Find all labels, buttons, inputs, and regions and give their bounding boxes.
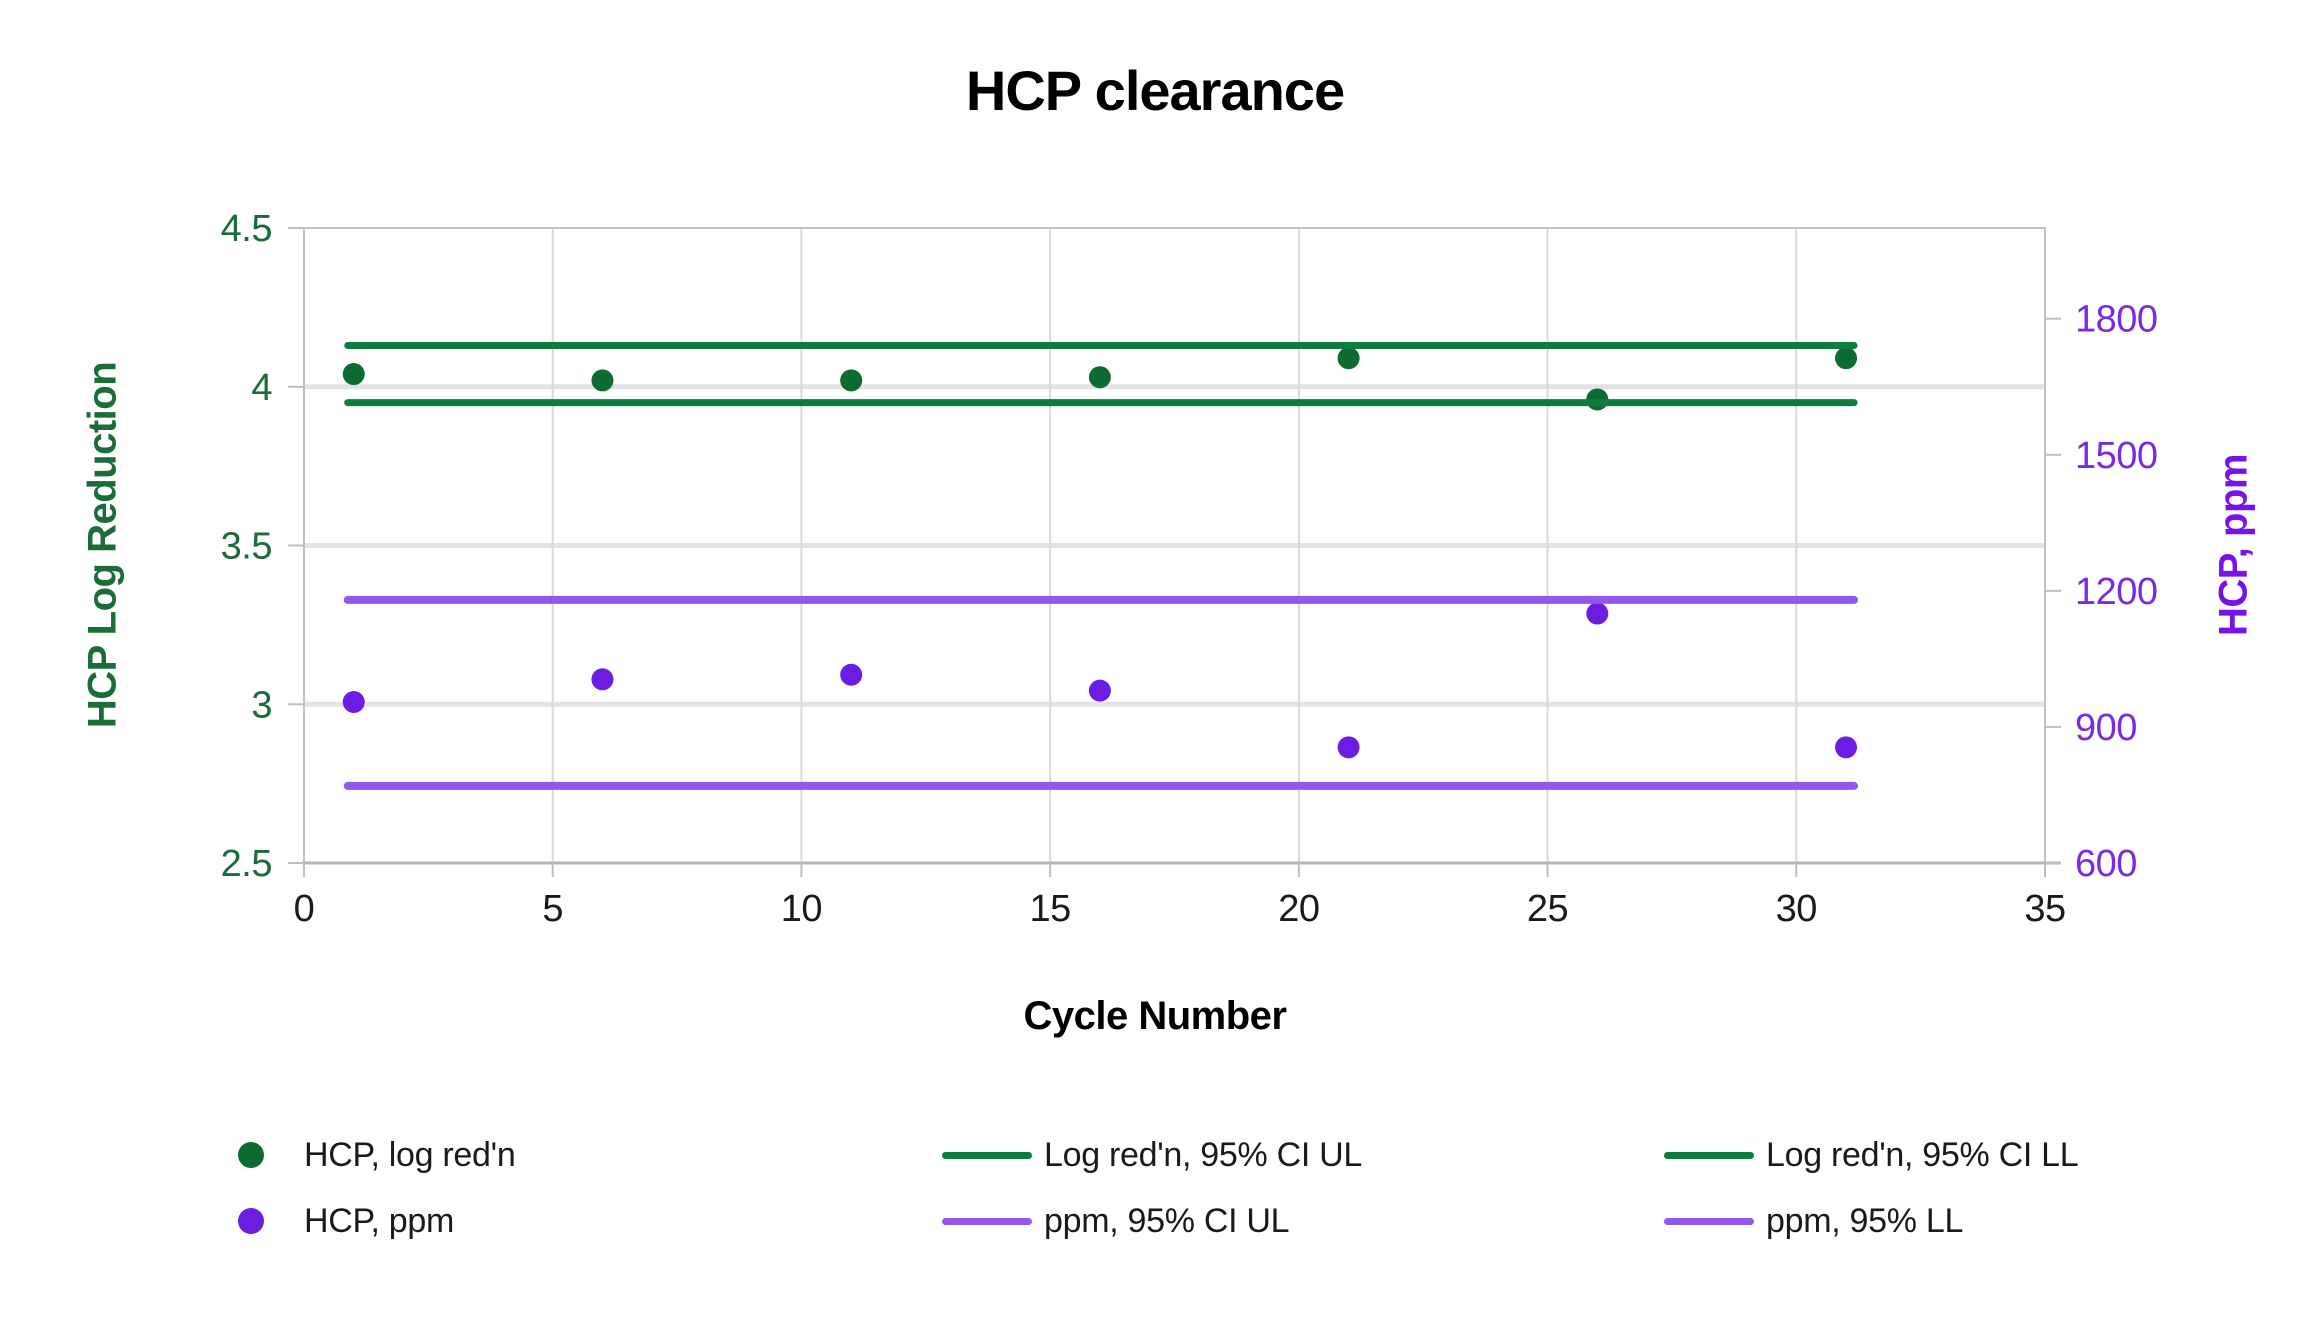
legend-marker-line-purple [1664,1217,1754,1225]
legend-label: ppm, 95% LL [1766,1201,1964,1240]
chart-title: HCP clearance [965,59,1345,122]
data-point-ppm [342,690,365,713]
y-left-tick-label: 4 [251,367,272,409]
legend-label: Log red'n, 95% CI LL [1766,1135,2079,1174]
data-point-log-redn [1835,347,1858,370]
data-point-ppm [591,668,614,691]
legend-marker-circle-green [238,1142,264,1168]
legend-marker-line-green [942,1151,1032,1159]
legend-item-ppm-ci-ul: ppm, 95% CI UL [942,1199,1290,1243]
data-point-log-redn [591,369,614,392]
legend-item-logredn-ci-ul: Log red'n, 95% CI UL [942,1133,1362,1177]
y-right-tick-label: 600 [2075,843,2137,885]
data-point-ppm [1088,679,1111,702]
y-left-tick-label: 3 [251,684,272,726]
legend-marker-line-green [1664,1151,1754,1159]
x-tick-label: 15 [1030,888,1071,930]
legend-label: HCP, ppm [304,1201,455,1240]
data-point-log-redn [342,363,365,386]
y-right-tick-label: 1500 [2075,435,2158,477]
legend-marker-line-purple [942,1217,1032,1225]
legend-label: HCP, log red'n [304,1135,516,1174]
x-tick-label: 20 [1278,888,1319,930]
x-tick-label: 30 [1776,888,1817,930]
x-tick-label: 10 [781,888,822,930]
y-right-tick-label: 900 [2075,707,2137,749]
data-point-ppm [1586,602,1609,625]
y-left-tick-label: 4.5 [221,208,272,250]
data-point-ppm [1835,736,1858,759]
data-point-log-redn [840,369,863,392]
x-tick-label: 35 [2024,888,2065,930]
legend-label: Log red'n, 95% CI UL [1044,1135,1363,1174]
legend-label: ppm, 95% CI UL [1044,1201,1290,1240]
x-tick-label: 0 [294,888,315,930]
x-tick-label: 5 [542,888,563,930]
y-left-tick-label: 2.5 [221,843,272,885]
x-tick-label: 25 [1527,888,1568,930]
legend-item-hcp-log-redn: HCP, log red'n [238,1133,516,1177]
data-point-log-redn [1088,366,1111,389]
data-point-ppm [1337,736,1360,759]
y-right-tick-label: 1200 [2075,571,2158,613]
x-axis-title: Cycle Number [1023,994,1287,1038]
legend-item-hcp-ppm: HCP, ppm [238,1199,454,1243]
y-right-tick-label: 1800 [2075,299,2158,341]
data-point-ppm [840,663,863,686]
y-left-tick-label: 3.5 [221,526,272,568]
legend-item-logredn-ci-ll: Log red'n, 95% CI LL [1664,1133,2079,1177]
legend-marker-circle-purple [238,1208,264,1234]
data-point-log-redn [1337,347,1360,370]
legend-item-ppm-ll: ppm, 95% LL [1664,1199,1963,1243]
